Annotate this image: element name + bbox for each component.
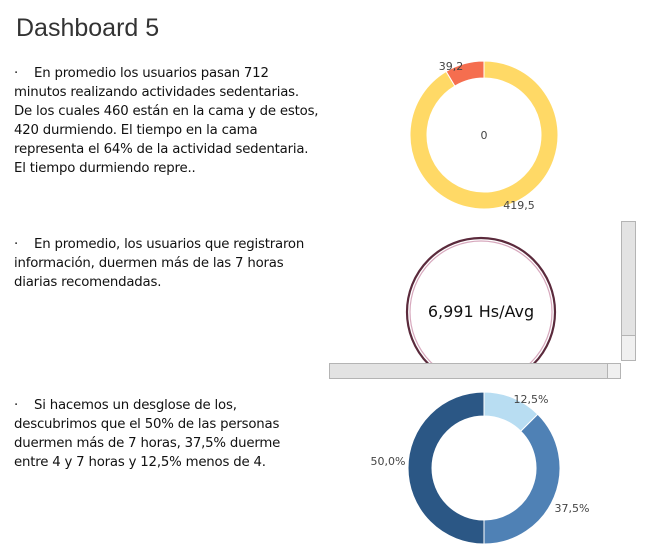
slice-label-yellow: 419,5 [503, 199, 535, 212]
slice-label-orange: 39,2 [439, 60, 464, 73]
bullet-mark: · [14, 237, 19, 252]
donut-slice[interactable] [445, 60, 485, 87]
horizontal-scrollbar[interactable] [329, 363, 621, 379]
dashboard-title: Dashboard 5 [16, 14, 160, 42]
insight-text-sleep-breakdown-content: Si hacemos un desglose de los, descubrim… [14, 398, 281, 470]
donut-slice[interactable] [409, 60, 559, 210]
horizontal-scrollbar-thumb[interactable] [330, 364, 608, 378]
insight-text-sleep-average: · En promedio, los usuarios que registrar… [14, 235, 314, 292]
kpi-value: 6,991 Hs/Avg [428, 302, 534, 321]
bullet-mark: · [14, 398, 19, 413]
donut-center-label: 0 [481, 129, 488, 142]
insight-text-sleep-breakdown: · Si hacemos un desglose de los, descubri… [14, 396, 314, 472]
donut-slice[interactable] [483, 413, 561, 545]
sedentary-donut-chart[interactable]: 0 39,2 419,5 [395, 50, 575, 220]
kpi-ring-inner [409, 240, 553, 371]
slice-label-light: 12,5% [514, 393, 549, 406]
insight-text-sedentary-content: En promedio los usuarios pasan 712 minut… [14, 66, 319, 176]
slice-label-dark: 50,0% [371, 455, 406, 468]
donut-slice[interactable] [407, 391, 485, 545]
vertical-scrollbar[interactable] [621, 221, 636, 361]
insight-text-sleep-average-content: En promedio, los usuarios que registraro… [14, 237, 305, 290]
insight-text-sedentary: · En promedio los usuarios pasan 712 minu… [14, 64, 319, 178]
vertical-scrollbar-thumb[interactable] [622, 222, 635, 336]
sleep-average-kpi[interactable]: 6,991 Hs/Avg [400, 236, 565, 371]
kpi-ring-outer [405, 236, 557, 371]
slice-label-mid: 37,5% [555, 502, 590, 515]
bullet-mark: · [14, 66, 19, 81]
sleep-breakdown-donut-chart[interactable]: 12,5% 37,5% 50,0% [350, 385, 610, 555]
